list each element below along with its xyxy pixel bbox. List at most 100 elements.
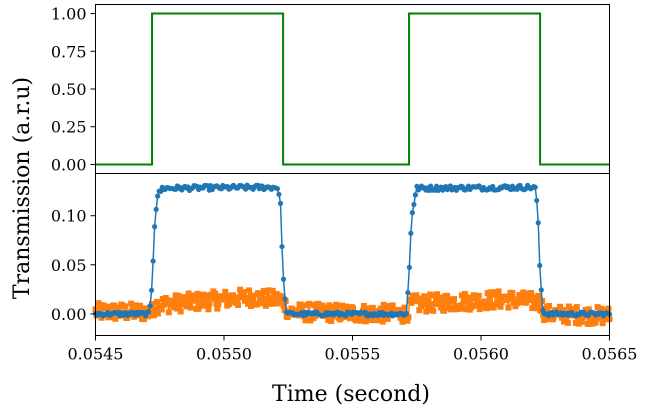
orange-data-point — [384, 315, 391, 322]
orange-data-point — [525, 297, 532, 304]
orange-data-point — [281, 307, 288, 314]
orange-data-point — [256, 291, 263, 298]
blue-data-point — [408, 230, 414, 236]
bottom-y-tick-label: 0.10 — [51, 207, 87, 226]
blue-data-point — [282, 296, 288, 302]
orange-data-point — [122, 303, 129, 310]
blue-data-point — [534, 197, 540, 204]
blue-data-point — [405, 289, 411, 296]
blue-data-point — [155, 193, 161, 199]
x-tick-label: 0.0565 — [582, 345, 638, 364]
blue-data-point — [538, 287, 544, 293]
orange-data-point — [248, 292, 255, 299]
bottom-y-tick-label: 0.00 — [51, 305, 87, 324]
orange-data-point — [253, 301, 260, 308]
orange-data-point — [427, 291, 434, 298]
orange-data-point — [546, 302, 553, 309]
blue-data-point — [537, 262, 543, 269]
orange-data-point — [184, 294, 191, 301]
orange-data-point — [528, 290, 535, 297]
orange-data-point — [486, 296, 493, 303]
orange-data-point — [335, 302, 342, 309]
orange-data-point — [476, 306, 483, 313]
orange-data-point — [302, 317, 309, 324]
top-y-ticks: 0.00 0.25 0.50 0.75 1.00 — [51, 5, 96, 174]
orange-data-point — [464, 295, 471, 302]
orange-data-point — [280, 302, 287, 309]
orange-data-point — [404, 317, 411, 324]
orange-data-point — [430, 307, 437, 314]
orange-data-point — [165, 309, 172, 316]
orange-data-point — [241, 289, 248, 296]
orange-data-point — [405, 314, 412, 321]
orange-data-point — [585, 306, 592, 313]
orange-data-point — [194, 290, 201, 297]
blue-data-point — [409, 210, 415, 216]
orange-data-point — [597, 314, 604, 321]
orange-data-point — [211, 295, 218, 302]
orange-data-point — [315, 300, 322, 307]
orange-data-point — [220, 296, 227, 303]
orange-data-point — [379, 318, 386, 325]
bottom-y-tick-label: 0.05 — [51, 256, 87, 275]
orange-data-point — [369, 304, 376, 311]
orange-data-point — [128, 300, 135, 307]
orange-data-point — [201, 302, 208, 309]
orange-data-point — [350, 305, 356, 312]
orange-data-point — [505, 304, 512, 311]
orange-data-point — [495, 288, 502, 295]
orange-data-point — [533, 299, 540, 306]
blue-data-point — [403, 310, 409, 317]
blue-data-point — [147, 303, 153, 309]
y-axis-label: Transmission (a.r.u) — [10, 77, 35, 299]
blue-data-point — [149, 287, 155, 293]
orange-data-point — [158, 306, 165, 313]
orange-data-point — [380, 301, 387, 308]
orange-data-point — [141, 316, 148, 323]
top-series-group — [95, 12, 610, 166]
orange-data-point — [426, 306, 433, 313]
orange-data-point — [413, 292, 420, 299]
orange-data-point — [473, 298, 480, 305]
orange-data-point — [192, 295, 199, 302]
orange-data-point — [357, 317, 364, 324]
orange-data-point — [294, 307, 301, 314]
orange-data-point — [558, 314, 565, 321]
orange-data-point — [550, 316, 557, 323]
orange-data-point — [95, 300, 102, 307]
blue-data-point — [145, 309, 152, 315]
orange-data-point — [481, 298, 488, 305]
orange-data-point — [246, 287, 253, 294]
x-tick-label: 0.0555 — [325, 345, 381, 364]
orange-data-point — [206, 300, 213, 307]
orange-data-point — [150, 312, 157, 319]
blue-data-point — [406, 264, 412, 270]
orange-data-point — [265, 287, 272, 294]
blue-data-point — [412, 192, 419, 198]
blue-data-point — [277, 200, 284, 206]
blue-data-point — [274, 186, 281, 192]
orange-data-point — [468, 303, 475, 310]
orange-data-point — [300, 302, 307, 309]
orange-data-point — [520, 289, 527, 296]
orange-data-point — [506, 295, 513, 302]
orange-data-point — [222, 288, 229, 295]
orange-data-point — [347, 315, 354, 322]
orange-data-point — [114, 304, 121, 311]
bottom-panel: 0.000.050.10 0.0545 0.0550 0.0555 0.0560 0.0… — [51, 173, 638, 364]
blue-data-point — [411, 201, 417, 208]
orange-data-point — [112, 315, 119, 322]
orange-data-point — [239, 294, 246, 301]
orange-data-point — [212, 290, 219, 297]
orange-data-point — [185, 290, 192, 297]
orange-data-point — [493, 291, 500, 298]
orange-data-point — [465, 299, 472, 306]
orange-data-point — [175, 292, 182, 299]
top-y-tick-label: 0.75 — [51, 42, 87, 61]
orange-data-point — [535, 292, 542, 299]
bottom-series-group — [92, 182, 613, 327]
orange-data-point — [457, 302, 464, 309]
orange-data-point — [396, 306, 403, 313]
orange-data-point — [312, 313, 319, 320]
